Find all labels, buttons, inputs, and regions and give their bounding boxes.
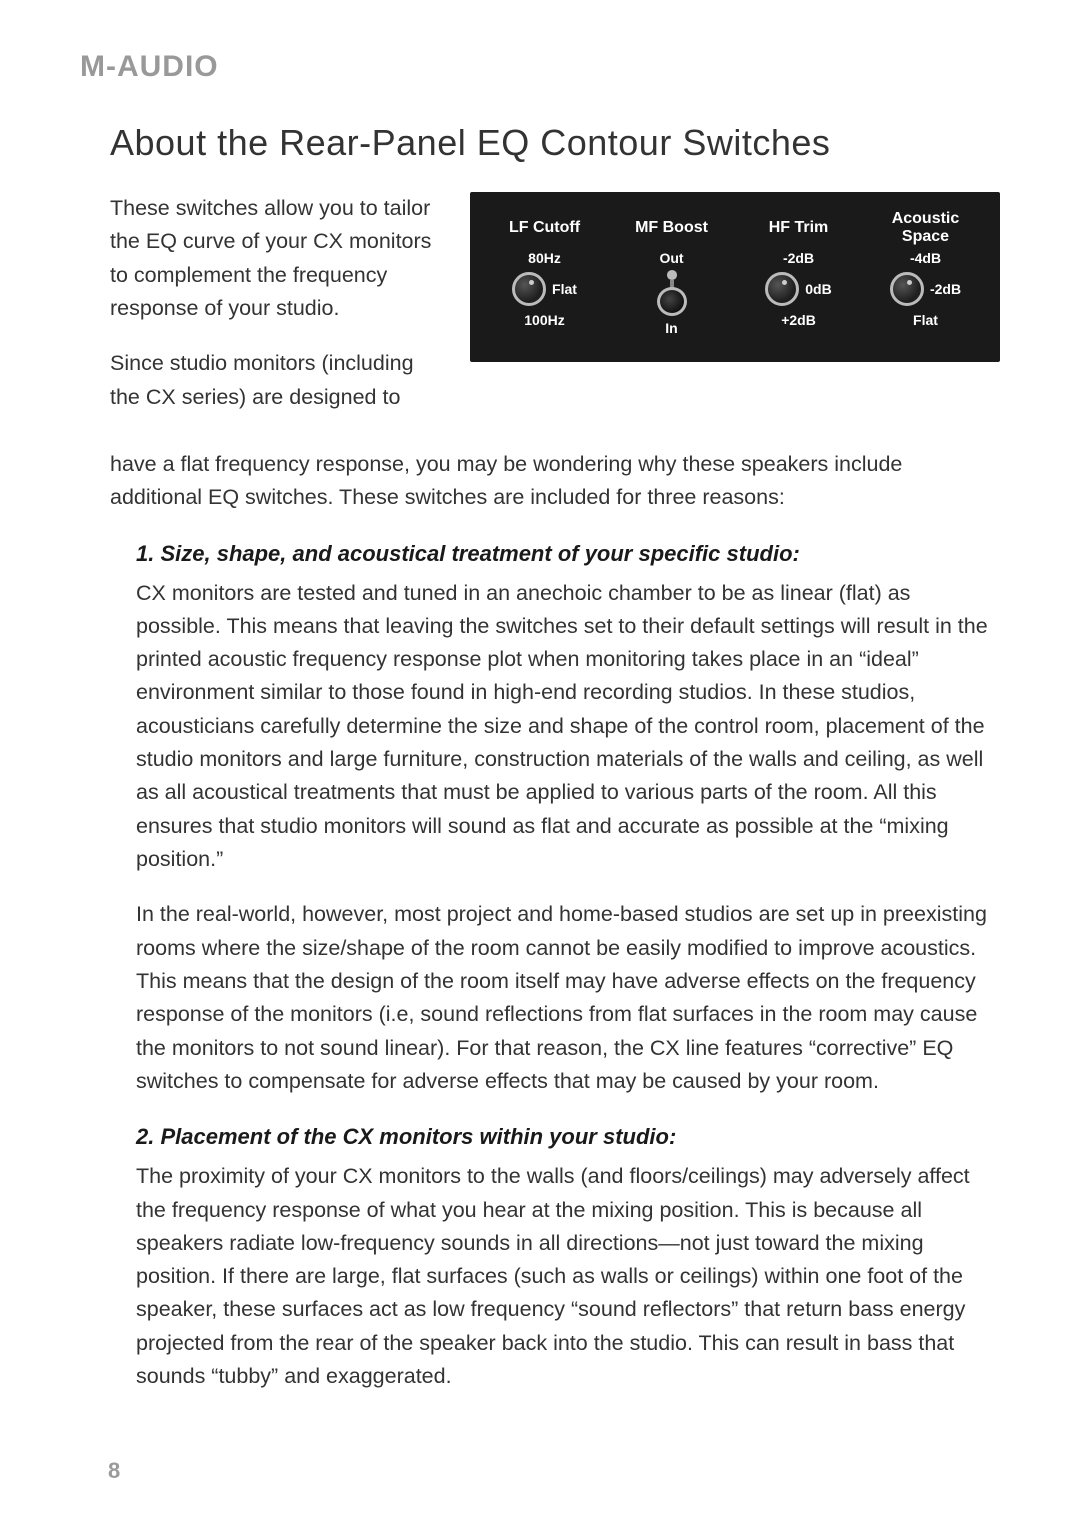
intro-paragraph-2: Since studio monitors (including the CX … (110, 347, 445, 414)
switch-bottom-label: In (665, 320, 677, 336)
intro-paragraph-1: These switches allow you to tailor the E… (110, 192, 445, 325)
switch-top-label: 80Hz (528, 250, 561, 266)
intro-block: LF Cutoff 80Hz Flat 100Hz MF Boost Out I… (110, 192, 1000, 430)
rear-panel-figure: LF Cutoff 80Hz Flat 100Hz MF Boost Out I… (470, 192, 1000, 362)
switch-lf-cutoff: LF Cutoff 80Hz Flat 100Hz (486, 210, 603, 348)
lever-icon (659, 270, 685, 316)
switch-acoustic-space: Acoustic Space -4dB -2dB Flat (867, 210, 984, 348)
knob-icon (765, 272, 799, 306)
section-heading: 2. Placement of the CX monitors within y… (136, 1124, 1000, 1150)
section-paragraph: In the real-world, however, most project… (136, 898, 1000, 1098)
page-number: 8 (108, 1458, 120, 1484)
section-2: 2. Placement of the CX monitors within y… (110, 1124, 1000, 1393)
switch-mid-label: -2dB (930, 281, 961, 297)
switch-title: HF Trim (769, 210, 829, 246)
section-paragraph: The proximity of your CX monitors to the… (136, 1160, 1000, 1393)
switch-mf-boost: MF Boost Out In (613, 210, 730, 348)
section-heading: 1. Size, shape, and acoustical treatment… (136, 541, 1000, 567)
section-paragraph: CX monitors are tested and tuned in an a… (136, 577, 1000, 877)
switch-mid-label: 0dB (805, 281, 831, 297)
switch-title: LF Cutoff (509, 210, 580, 246)
switch-title: MF Boost (635, 210, 708, 246)
switch-top-label: -4dB (910, 250, 941, 266)
switch-top-label: -2dB (783, 250, 814, 266)
knob-icon (890, 272, 924, 306)
switch-title: Acoustic Space (867, 210, 984, 246)
page-content: About the Rear-Panel EQ Contour Switches… (80, 122, 1000, 1393)
page-title: About the Rear-Panel EQ Contour Switches (110, 122, 1000, 164)
intro-continuation: have a flat frequency response, you may … (110, 448, 1000, 515)
section-1: 1. Size, shape, and acoustical treatment… (110, 541, 1000, 1099)
switch-bottom-label: +2dB (781, 312, 816, 328)
switch-hf-trim: HF Trim -2dB 0dB +2dB (740, 210, 857, 348)
switch-top-label: Out (659, 250, 683, 266)
switch-mid-label: Flat (552, 281, 577, 297)
knob-icon (512, 272, 546, 306)
switch-bottom-label: Flat (913, 312, 938, 328)
switch-bottom-label: 100Hz (524, 312, 564, 328)
brand-logo: M-AUDIO (80, 50, 1000, 84)
